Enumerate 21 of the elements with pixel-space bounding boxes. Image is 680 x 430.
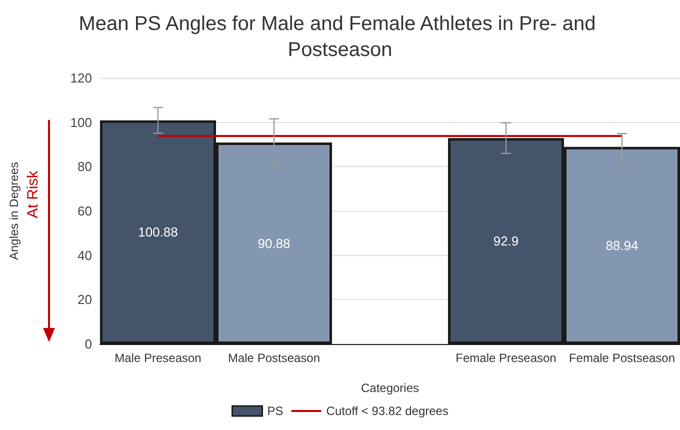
x-tick-label: Male Postseason: [228, 351, 320, 365]
y-axis-title: Angles in Degrees: [7, 162, 21, 260]
y-tick-label: 120: [70, 70, 92, 86]
y-tick-label: 40: [78, 248, 92, 263]
y-tick-label: 20: [78, 292, 92, 308]
data-label: 100.88: [138, 224, 178, 240]
x-tick-label: Female Preseason: [456, 351, 556, 365]
data-label: 90.88: [258, 236, 290, 251]
data-label: 88.94: [606, 238, 638, 253]
x-tick-label: Female Postseason: [568, 351, 676, 365]
chart-title: Mean PS Angles for Male and Female Athletes in Pre- and Postseason: [78, 13, 602, 61]
x-tick-label: Male Preseason: [114, 351, 202, 365]
y-tick-label: 100: [70, 114, 92, 130]
legend-label: PS: [267, 404, 284, 418]
x-axis-title: Categories: [360, 381, 420, 395]
data-label: 92.9: [493, 234, 519, 249]
text: At Risk: [24, 170, 42, 218]
y-tick-label: 0: [84, 336, 92, 352]
legend-label: Cutoff < 93.82 degrees: [326, 404, 448, 418]
y-tick-label: 60: [78, 204, 92, 218]
y-tick-label: 80: [78, 159, 92, 174]
